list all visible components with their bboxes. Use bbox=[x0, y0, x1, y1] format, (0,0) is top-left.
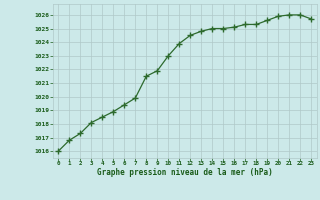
X-axis label: Graphe pression niveau de la mer (hPa): Graphe pression niveau de la mer (hPa) bbox=[97, 168, 273, 177]
